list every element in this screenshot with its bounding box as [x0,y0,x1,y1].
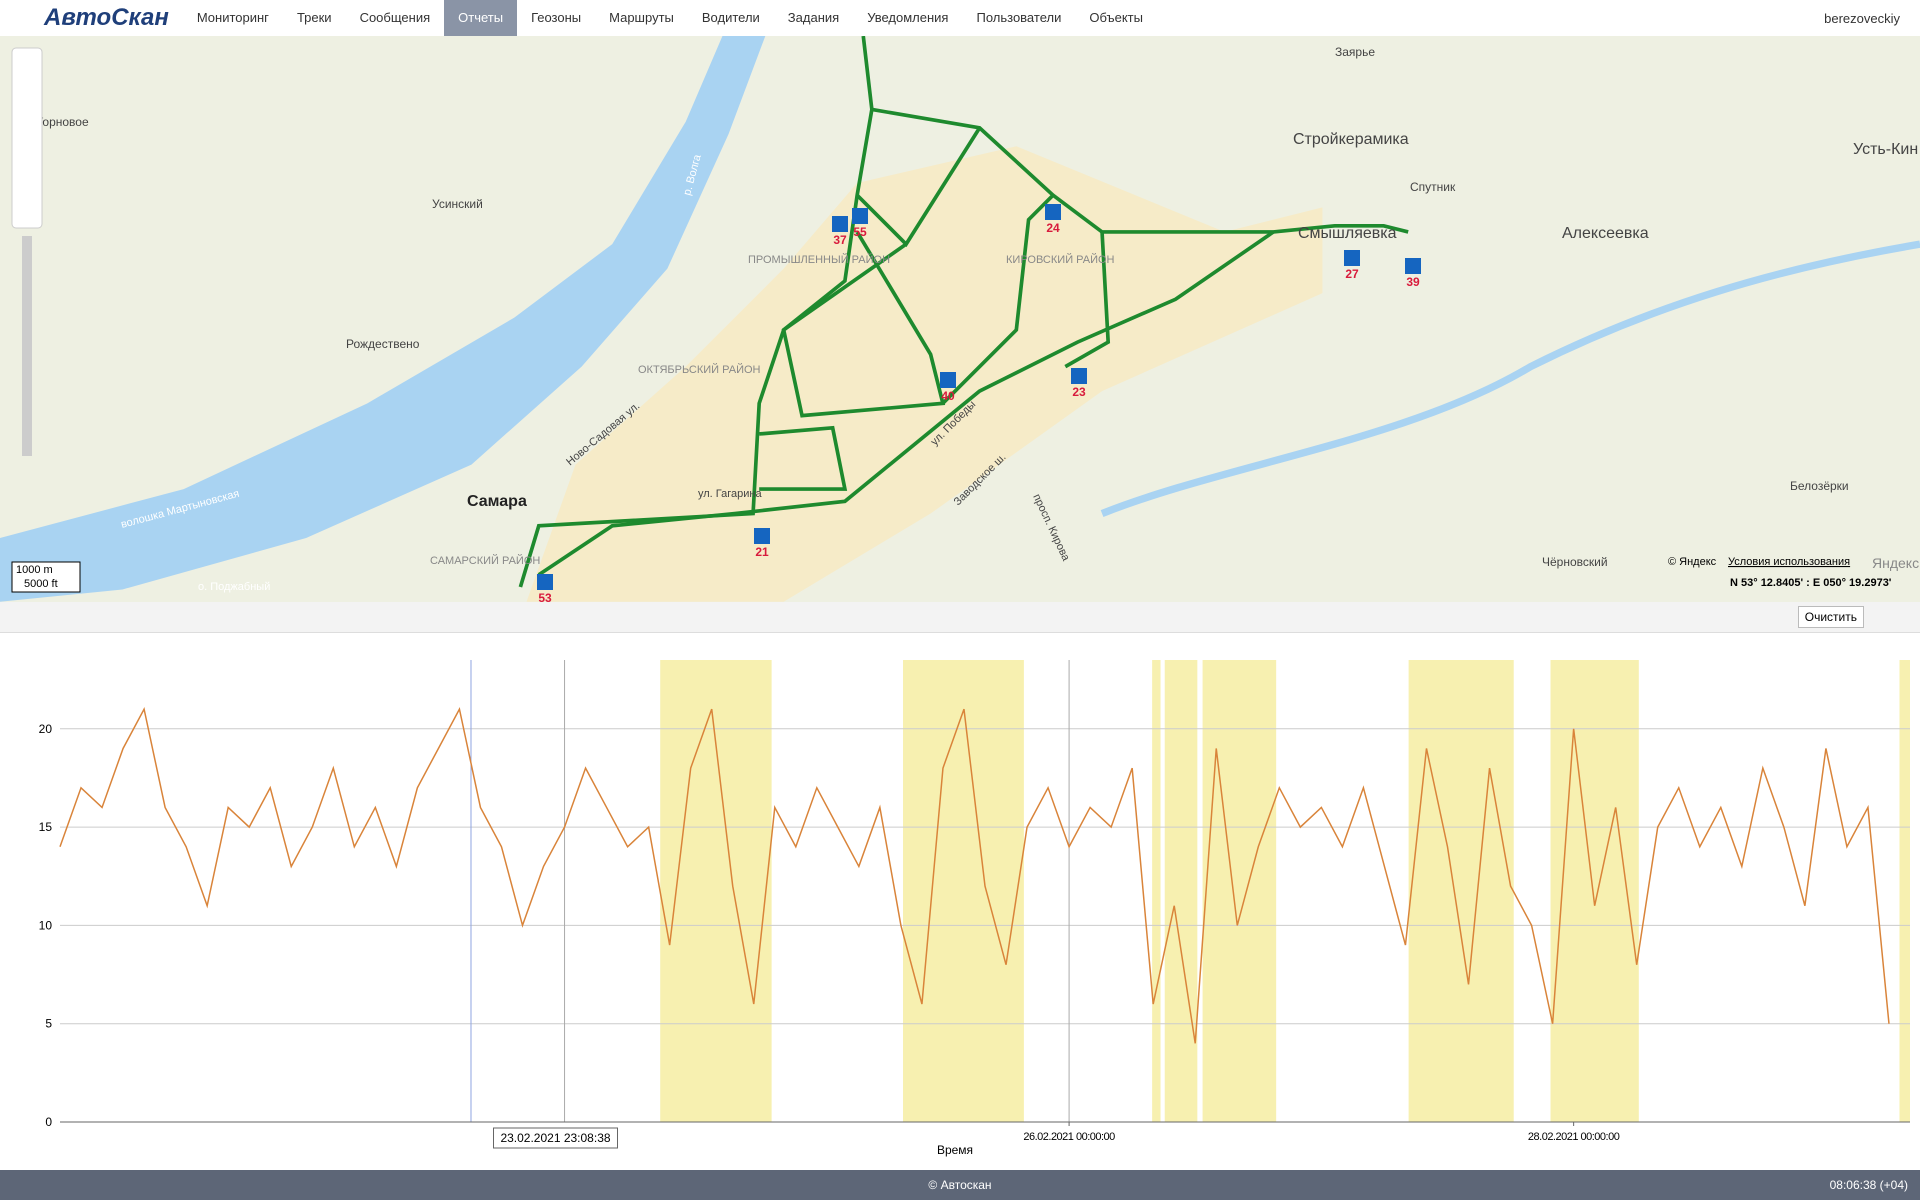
map-label: Чёрновский [1542,555,1608,569]
river [0,36,766,602]
x-axis-label: Время [937,1143,973,1157]
clear-button[interactable]: Очистить [1797,606,1864,628]
top-nav: АвтоСкан Мониторинг Треки Сообщения Отче… [0,0,1920,37]
y-tick-label: 10 [39,918,53,932]
highlight-band [1550,660,1639,1122]
parking-number: 53 [538,591,552,602]
nav-item[interactable]: Мониторинг [196,10,269,25]
parking-icon [537,574,553,590]
parking-number: 27 [1345,267,1359,281]
map-label: Заярье [1335,45,1375,59]
map-label: Усинский [432,197,483,211]
map-label: ПРОМЫШЛЕННЫЙ РАЙОН [748,253,890,266]
highlight-band [903,660,1024,1122]
parking-icon [1045,204,1061,220]
y-tick-label: 5 [45,1017,52,1031]
parking-icon [852,208,868,224]
parking-icon [832,216,848,232]
nav-item[interactable]: Уведомления [867,10,949,25]
nav-item[interactable]: Геозоны [531,10,582,25]
map-label: Торновое [36,115,89,129]
highlight-band [1152,660,1161,1122]
nav-item[interactable]: Сообщения [359,10,431,25]
map-label: ул. Гагарина [698,488,762,500]
map-label: ОКТЯБРЬСКИЙ РАЙОН [638,363,761,376]
footer: © Автоскан 08:06:38 (+04) [0,1170,1920,1200]
scale-bar [11,561,81,593]
scale-label: 1000 m [16,564,53,576]
chart: 0 5 10 15 20 26.02.2021 00:00:00 28.02.2021 00… [39,660,1910,1157]
user-name[interactable]: berezoveckiy [1824,10,1900,26]
map-label: Алексеевка [1562,225,1649,242]
parking-number: 39 [1406,275,1420,289]
parking-number: 24 [1046,221,1060,235]
brand: Яндекс [1872,555,1919,571]
nav-item[interactable]: Задания [787,10,840,25]
nav-item[interactable]: Водители [701,10,760,25]
coordinates: N 53° 12.8405' : E 050° 19.2973' [1730,577,1892,589]
map-label: о. Поджабный [198,581,270,593]
parking-number: 55 [853,225,867,239]
parking-number: 21 [755,545,769,559]
highlight-band [1899,660,1910,1122]
city [526,146,1323,602]
chart-toolbar: Очистить [0,602,1920,633]
terms-link[interactable]: Условия использования [1728,556,1850,568]
nav-item[interactable]: Объекты [1089,10,1143,25]
map[interactable]: 37 55 24 27 39 40 23 21 53 Торновое Заярье Строй… [0,36,1920,602]
map-controls: 1000 m 5000 ft © Яндекс Условия использо… [11,47,1919,593]
parking-number: 23 [1072,385,1086,399]
parking-icon [1071,368,1087,384]
map-layer [0,36,1920,602]
highlight-band [1164,660,1198,1122]
series-line [59,706,1890,1044]
cursor-box [493,1127,619,1149]
map-label: Смышляевка [1298,225,1397,242]
cursor-label: 23.02.2021 23:08:38 [500,1131,610,1145]
nav-item[interactable]: Маршруты [609,10,674,25]
track [518,36,1409,588]
map-label: Спутник [1410,180,1456,194]
scale-label: 5000 ft [24,578,58,590]
footer-time: 08:06:38 (+04) [1829,1178,1908,1192]
y-tick-label: 20 [39,722,53,736]
map-label: Стройкерамика [1293,131,1409,148]
parking-number: 37 [833,233,847,247]
parkings: 37 55 24 27 39 40 23 21 53 [537,204,1421,602]
copyright: © Яндекс [1668,556,1717,568]
map-label: Самара [467,493,527,510]
highlight-band [660,660,772,1122]
parking-icon [1405,258,1421,274]
zoom-slider[interactable] [22,236,32,456]
map-label: Усть-Кин [1853,141,1918,158]
map-label: КИРОВСКИЙ РАЙОН [1006,253,1115,266]
highlight-band [1202,660,1277,1122]
map-label: САМАРСКИЙ РАЙОН [430,554,540,567]
nav-item[interactable]: Пользователи [976,10,1062,25]
footer-copyright: © Автоскан [928,1178,992,1192]
parking-icon [940,372,956,388]
x-tick-label: 28.02.2021 00:00:00 [1528,1131,1620,1143]
map-control-panel[interactable] [11,47,43,229]
river [1100,240,1920,517]
parking-icon [754,528,770,544]
y-tick-label: 0 [45,1115,52,1129]
x-tick-label: 26.02.2021 00:00:00 [1023,1131,1115,1143]
parking-number: 40 [941,389,955,403]
nav-item[interactable]: Отчеты [444,0,518,36]
map-label: Рождествено [346,337,420,351]
highlight-band [1408,660,1514,1122]
parking-icon [1344,250,1360,266]
logo[interactable]: АвтоСкан [44,4,169,31]
map-label: Белозёрки [1790,479,1849,493]
y-tick-label: 15 [39,820,53,834]
nav-item[interactable]: Треки [296,10,332,25]
